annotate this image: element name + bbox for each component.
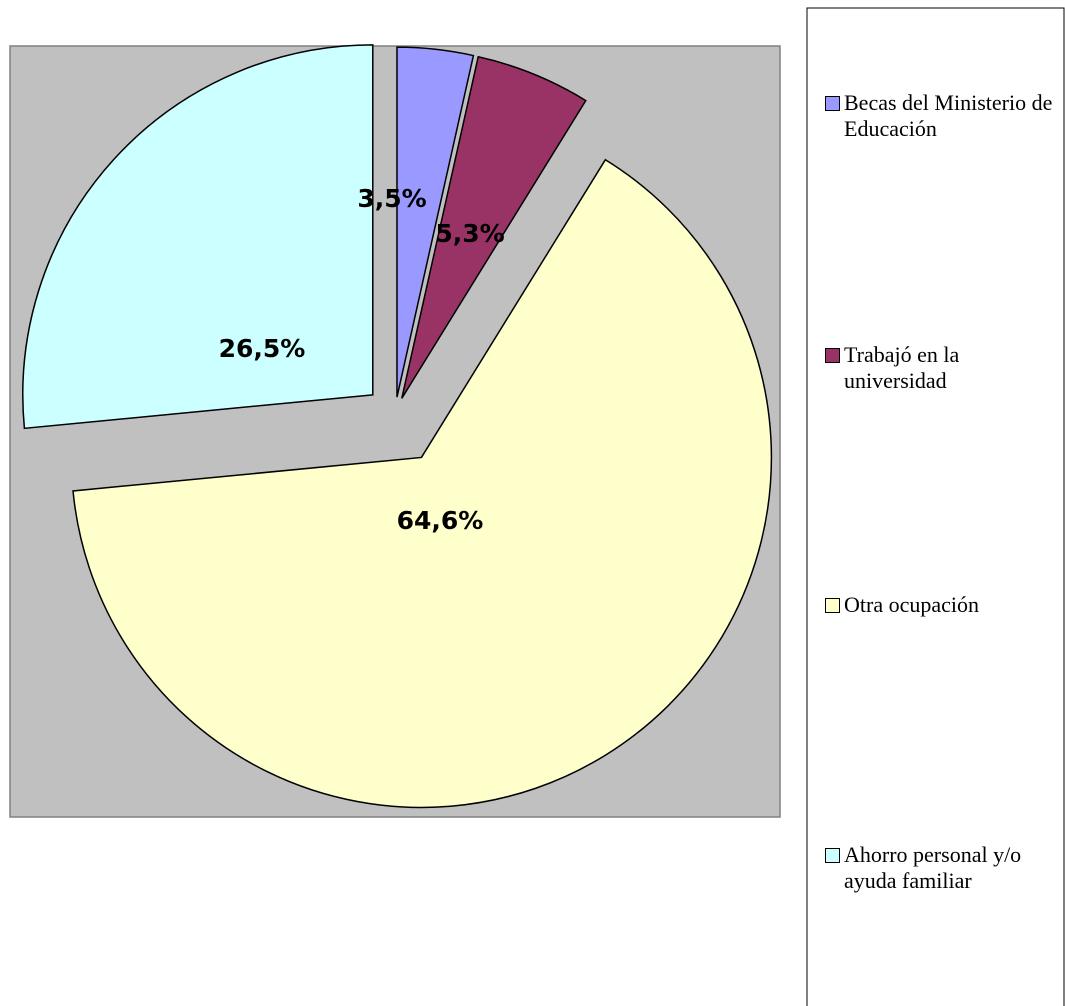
legend-label: Trabajó en la universidad [844,342,960,393]
legend-item: Becas del Ministerio de Educación [825,90,1060,142]
legend-box [806,7,1065,1006]
legend-swatch [825,96,840,111]
legend-item: Otra ocupación [825,592,1060,618]
pie: 3,5% 5,3% 64,6% 26,5% [22,44,773,809]
data-label: 5,3% [435,219,504,248]
pie-slice [396,46,475,398]
pie-slice [401,55,587,399]
data-label: 26,5% [219,334,306,363]
legend-swatch [825,348,840,363]
legend-item: Trabajó en la universidad [825,342,1060,394]
legend-swatch [825,598,840,613]
legend-label: Otra ocupación [844,592,979,617]
legend-item: Ahorro personal y/o ayuda familiar [825,842,1060,894]
legend-label: Becas del Ministerio de Educación [844,90,1053,141]
legend-label: Ahorro personal y/o ayuda familiar [844,842,1022,893]
legend-swatch [825,848,840,863]
data-label: 64,6% [397,506,484,535]
pie-slice [72,158,773,809]
pie-slice [22,44,374,430]
data-label: 3,5% [357,184,426,213]
